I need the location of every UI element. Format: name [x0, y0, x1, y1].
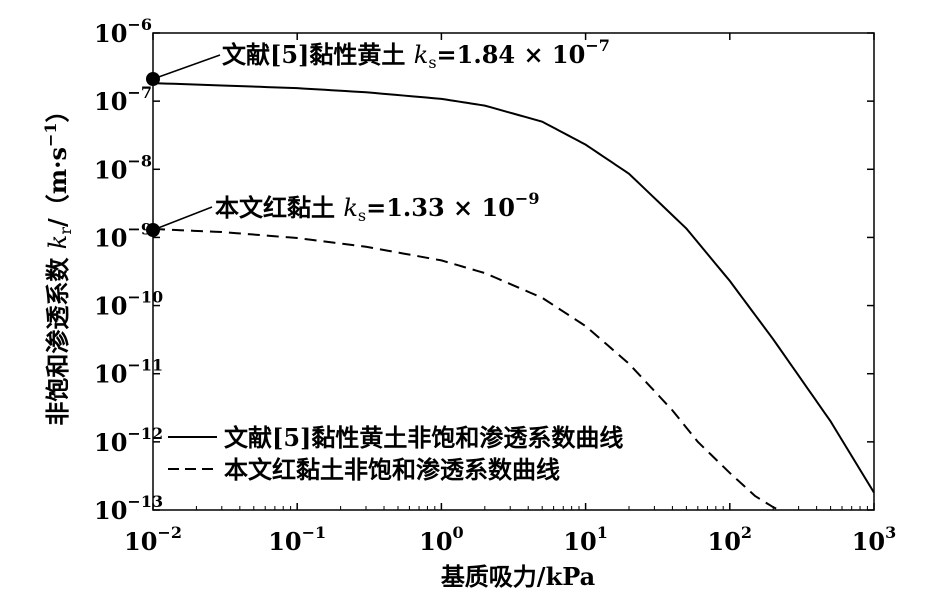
- plot-frame: [152, 32, 875, 511]
- annotation-label-1: 文献[5]黏性黄土 ks=1.84 × 10−7: [222, 36, 610, 72]
- x-tick-label: 10−2: [124, 523, 182, 556]
- x-tick-label-exp: −2: [157, 523, 182, 542]
- annotation-2-k: k: [343, 194, 358, 222]
- y-tick-label: 10−10: [94, 288, 163, 321]
- annotation-1-exp: −7: [585, 36, 610, 55]
- annotation-2-k-sub: s: [358, 206, 366, 225]
- annotation-1-text: 文献[5]黏性黄土: [222, 40, 414, 69]
- annotation-2-eq: =1.33 × 10: [366, 193, 515, 222]
- x-tick-label-exp: 1: [597, 523, 608, 542]
- y-tick-label-exp: −8: [127, 151, 152, 170]
- x-axis-ticks: 10−2 10−1 100 101 102 103: [124, 33, 896, 556]
- x-tick-label: 102: [708, 523, 753, 556]
- y-axis-title-prefix: 非饱和渗透系数: [43, 249, 72, 425]
- annotations: 文献[5]黏性黄土 ks=1.84 × 10−7 本文红黏土 ks=1.33 ×…: [146, 36, 610, 237]
- legend-label-solid: 文献[5]黏性黄土非饱和渗透系数曲线: [224, 423, 623, 452]
- y-tick-label-exp: −6: [127, 15, 152, 34]
- x-tick-label-base: 10: [268, 527, 301, 556]
- x-axis-title: 基质吸力/kPa: [441, 562, 595, 591]
- annotation-leader-2: [152, 206, 213, 231]
- y-axis-title: 非饱和渗透系数 kr/（m·s−1）: [41, 98, 75, 425]
- y-tick-label: 10−12: [94, 424, 163, 457]
- y-tick-label-base: 10: [94, 87, 127, 116]
- y-tick-label-base: 10: [94, 19, 127, 48]
- x-tick-label-exp: −1: [302, 523, 327, 542]
- x-tick-label-base: 10: [124, 527, 157, 556]
- annotation-marker-1: [146, 72, 160, 86]
- y-tick-label: 10−13: [94, 492, 163, 525]
- annotation-2-exp: −9: [515, 189, 540, 208]
- y-tick-label-exp: −11: [127, 356, 163, 375]
- x-tick-label-base: 10: [563, 527, 596, 556]
- y-tick-label-exp: −13: [127, 492, 163, 511]
- y-tick-label-base: 10: [94, 496, 127, 525]
- y-tick-label-base: 10: [94, 155, 127, 184]
- x-tick-label-base: 10: [852, 527, 885, 556]
- y-tick-label-exp: −12: [127, 424, 163, 443]
- annotation-leader-1: [152, 54, 221, 80]
- plot-area: [152, 32, 875, 511]
- x-tick-label-exp: 2: [741, 523, 752, 542]
- x-tick-label: 103: [852, 523, 897, 556]
- x-tick-label-base: 10: [708, 527, 741, 556]
- series-lines: [153, 82, 874, 510]
- x-tick-label-exp: 3: [885, 523, 896, 542]
- y-tick-label: 10−11: [94, 356, 163, 389]
- annotation-label-2: 本文红黏土 ks=1.33 × 10−9: [215, 189, 539, 225]
- y-tick-label-base: 10: [94, 428, 127, 457]
- y-tick-label: 10−6: [94, 15, 152, 48]
- x-tick-label-exp: 0: [453, 523, 464, 542]
- y-tick-label: 10−8: [94, 151, 152, 184]
- annotation-1-k: k: [414, 41, 429, 69]
- y-axis-title-unit-close: ）: [43, 98, 72, 122]
- y-tick-label-base: 10: [94, 360, 127, 389]
- annotation-1-k-sub: s: [428, 53, 436, 72]
- y-tick-label-exp: −7: [127, 83, 152, 102]
- annotation-marker-2: [146, 223, 160, 237]
- y-tick-label-exp: −10: [127, 288, 163, 307]
- y-axis-title-k-sub: r: [56, 227, 75, 235]
- y-axis-title-unit: /（m·s: [43, 147, 72, 227]
- legend: 文献[5]黏性黄土非饱和渗透系数曲线 本文红黏土非饱和渗透系数曲线: [168, 423, 623, 484]
- y-tick-label-exp: −9: [127, 219, 152, 238]
- y-axis-title-k: k: [44, 235, 72, 250]
- y-tick-label: 10−7: [94, 83, 152, 116]
- y-tick-label-base: 10: [94, 292, 127, 321]
- y-tick-label-base: 10: [94, 223, 127, 252]
- legend-label-dashed: 本文红黏土非饱和渗透系数曲线: [224, 455, 560, 484]
- y-tick-label: 10−9: [94, 219, 152, 252]
- series-line-solid: [153, 82, 874, 494]
- x-tick-label-base: 10: [419, 527, 452, 556]
- y-axis-title-unit-sup: −1: [41, 122, 60, 147]
- annotation-1-eq: =1.84 × 10: [437, 40, 586, 69]
- x-tick-label: 100: [419, 523, 464, 556]
- annotation-2-text: 本文红黏土: [215, 193, 343, 222]
- x-tick-label: 10−1: [268, 523, 326, 556]
- x-tick-label: 101: [563, 523, 608, 556]
